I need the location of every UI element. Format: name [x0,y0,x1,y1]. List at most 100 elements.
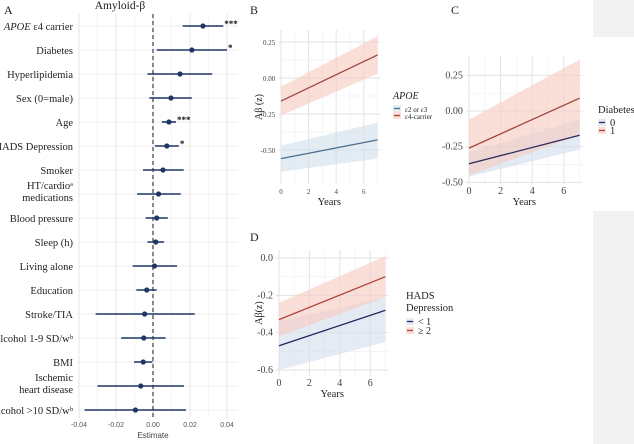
row-label: BMI [53,358,73,369]
confidence-band-1 [281,36,378,116]
y-axis-label: Aβ (z) [254,94,265,120]
series-line-0 [278,309,386,347]
series-line-0 [280,139,378,160]
legend-title: HADS Depression [406,291,454,314]
row-label: Alcohol 1-9 SD/wᵇ [0,334,74,345]
row-label: Education [30,286,73,297]
x-tick-label: 0.04 [220,422,234,429]
panel-label-b: B [250,3,258,17]
row-label: Age [56,118,74,129]
series-line-1 [468,97,580,149]
significance-marker: *** [177,115,191,125]
estimate-point [138,383,144,389]
estimate-point [177,71,183,77]
estimate-point [200,23,206,29]
estimate-point [164,143,170,149]
estimate-point [132,407,139,413]
legend-label: ε2 or ε3 [405,106,428,114]
y-tick-label: -0.6 [257,365,273,376]
x-tick-label: 6 [561,186,566,197]
x-axis-label: Years [318,197,341,208]
panel-d-hads-trajectory: -0.6 -0.4 -0.2 0.0 0 2 4 6 Years Aβ(z) HADS Depress… [254,250,454,400]
legend-label: < 1 [418,317,431,328]
estimate-point [166,119,172,125]
x-tick-label: 6 [362,188,366,196]
estimate-point [153,239,159,245]
x-tick-label: 4 [530,186,535,197]
x-tick-label: 2 [307,378,312,389]
x-axis-label: Years [320,389,343,400]
row-label: Stroke/TIA [25,310,73,321]
estimate-point [144,287,150,293]
estimate-point [155,191,162,197]
x-tick-label: -0.02 [108,422,124,429]
y-tick-label: -0.25 [261,111,276,119]
estimate-point [151,263,158,269]
estimate-point [154,215,160,221]
y-tick-label: -0.50 [442,177,463,188]
y-tick-label: 0.00 [445,106,463,117]
row-label: Alcohol >10 SD/wᵇ [0,406,74,417]
y-tick-label: -0.4 [257,328,273,339]
significance-marker: * [180,139,185,149]
row-label: Sex (0=male) [16,94,73,105]
row-label: Smoker [40,166,73,177]
confidence-band-1 [469,59,580,176]
panel-b-apoe-trajectory: -0.50 -0.25 0.00 0.25 0 2 4 6 Years Aβ (z) APOE ε2 … [254,30,433,208]
row-label: Hyperlipidemia [7,70,73,81]
row-label: Diabetes [36,46,73,57]
row-label: APOE ε4 carrier [3,22,74,33]
x-tick-label: 0 [467,186,472,197]
estimate-point [160,167,166,173]
x-axis-label: Years [513,197,536,208]
series-line-1 [280,54,378,102]
gray-side-block-bottom [593,211,634,444]
estimate-point [141,335,147,341]
significance-marker: * [228,43,233,53]
estimate-point [142,311,148,317]
estimate-point [168,95,174,101]
x-tick-label: 2 [307,188,311,196]
significance-marker: *** [224,19,238,29]
series-line-0 [468,134,580,165]
panel-label-d: D [250,230,259,244]
y-tick-label: 0.25 [445,70,463,81]
y-tick-label: 0.00 [263,75,276,83]
row-label: HT/cardioᵃ medications [22,181,73,204]
x-tick-label: 0 [279,188,283,196]
y-tick-label: -0.50 [261,147,276,155]
confidence-band-1 [279,256,386,337]
plot-title: Amyloid-β [95,0,146,12]
row-label: HADS Depression [0,142,74,153]
row-label: Blood pressure [10,214,74,225]
panel-label-a: A [4,3,13,17]
x-tick-label: 0 [277,378,282,389]
x-tick-label: 4 [337,378,342,389]
x-tick-label: 0.02 [183,422,197,429]
legend-label: ε4-carrier [405,113,433,121]
y-axis-label: Aβ(z) [254,301,265,324]
estimate-point [189,47,195,53]
series-line-1 [278,276,386,321]
x-axis-label: Estimate [137,431,169,440]
y-tick-label: -0.2 [257,290,273,301]
y-tick-label: -0.25 [442,142,463,153]
x-tick-label: 2 [498,186,503,197]
legend-title: Diabetes [598,105,634,116]
legend-label: ≥ 2 [418,326,431,337]
x-tick-label: 6 [368,378,373,389]
y-tick-label: 0.0 [260,253,273,264]
row-label: Living alone [20,262,74,273]
x-tick-label: -0.04 [71,422,87,429]
confidence-band-0 [281,122,378,172]
x-tick-label: 0.00 [146,422,160,429]
row-label: Ischemic heart disease [19,373,73,396]
y-tick-label: 0.25 [263,39,276,47]
gray-side-block-top [593,0,634,37]
panel-label-c: C [451,3,459,17]
legend-label: 0 [610,118,615,129]
row-label: Sleep (h) [35,238,74,249]
